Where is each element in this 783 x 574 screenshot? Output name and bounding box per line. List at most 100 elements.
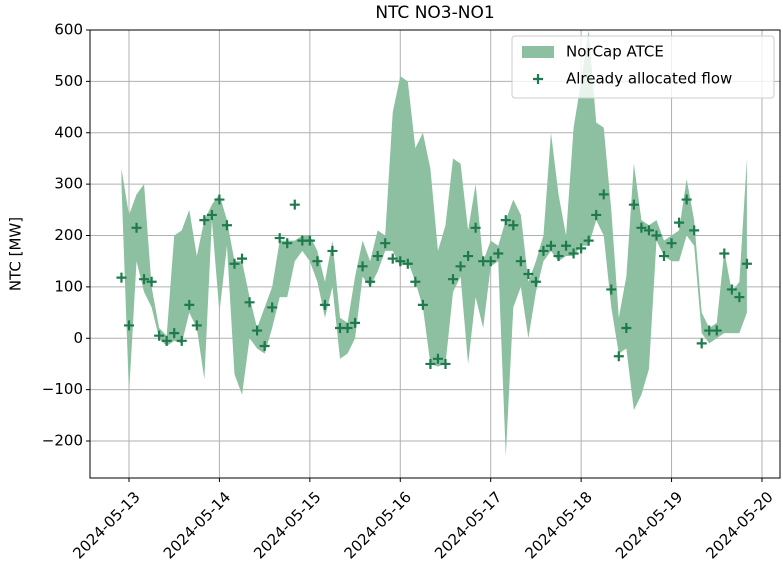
scatter-point [741,258,752,269]
scatter-point [508,220,519,231]
scatter-point [628,199,639,210]
y-tick-label: 500 [54,72,83,90]
scatter-point [621,322,632,333]
scatter-point [613,351,624,362]
scatter-point [274,233,285,244]
scatter-point [342,322,353,333]
scatter-point [350,317,361,328]
legend-marker [533,74,543,84]
scatter-point [515,256,526,267]
scatter-point [176,335,187,346]
scatter-point [410,276,421,287]
scatter-point [131,222,142,233]
scatter-point [711,325,722,336]
scatter-point [485,256,496,267]
scatter-point [432,353,443,364]
x-tick-label: 2024-05-19 [612,488,686,562]
x-tick-label: 2024-05-20 [702,488,776,562]
scatter-point [191,320,202,331]
legend-label: Already allocated flow [566,70,732,88]
scatter-point [312,256,323,267]
y-axis-label: NTC [MW] [7,217,25,291]
x-tick-label: 2024-05-13 [69,488,143,562]
scatter-point [674,217,685,228]
x-tick-label: 2024-05-18 [521,488,595,562]
scatter-point [365,276,376,287]
scatter-point [636,222,647,233]
scatter-point [425,358,436,369]
scatter-point [463,251,474,262]
scatter-point [538,245,549,256]
scatter-point [523,269,534,280]
scatter-point [304,235,315,246]
scatter-point [719,248,730,259]
plot-area [116,30,752,457]
scatter-point [651,230,662,241]
scatter-point [380,238,391,249]
x-tick-label: 2024-05-15 [250,488,324,562]
scatter-point [161,335,172,346]
scatter-point [123,320,134,331]
y-tick-label: −200 [42,432,83,450]
scatter-point [598,189,609,200]
scatter-point [252,325,263,336]
scatter-point [139,274,150,285]
scatter-point [319,299,330,310]
scatter-point [402,258,413,269]
y-tick-label: 600 [54,21,83,39]
scatter-point [561,240,572,251]
scatter-point [206,209,217,220]
legend-label: NorCap ATCE [566,43,664,61]
scatter-point [583,235,594,246]
scatter-point [448,274,459,285]
x-tick-label: 2024-05-16 [341,488,415,562]
scatter-point [591,209,602,220]
y-tick-label: 400 [54,123,83,141]
scatter-point [606,284,617,295]
scatter-point [568,248,579,259]
scatter-point [726,284,737,295]
scatter-point [643,225,654,236]
scatter-point [500,215,511,226]
chart-title: NTC NO3-NO1 [375,3,494,23]
y-tick-label: 200 [54,226,83,244]
scatter-point [154,330,165,341]
scatter-point [530,276,541,287]
scatter-point [666,238,677,249]
scatter-point [357,261,368,272]
scatter-point [372,251,383,262]
scatter-point [689,225,700,236]
band-area [121,30,747,457]
scatter-point [734,292,745,303]
scatter-point [455,261,466,272]
scatter-point [259,340,270,351]
scatter-point [267,302,278,313]
y-tick-label: −100 [42,380,83,398]
scatter-point [244,297,255,308]
scatter-point [237,253,248,264]
scatter-point [116,272,127,283]
scatter-point [221,220,232,231]
scatter-point [576,243,587,254]
scatter-point [440,358,451,369]
scatter-point [545,240,556,251]
y-tick-label: 0 [73,329,83,347]
x-tick-label: 2024-05-14 [160,488,234,562]
legend-swatch [522,46,554,58]
scatter-point [696,338,707,349]
scatter-point [169,328,180,339]
scatter-point [493,248,504,259]
scatter-point [327,245,338,256]
plot-frame [89,29,781,479]
scatter-point [659,251,670,262]
scatter-point [553,251,564,262]
y-tick-label: 100 [54,277,83,295]
scatter-point [184,299,195,310]
scatter-point [387,253,398,264]
scatter-point [229,258,240,269]
legend: NorCap ATCE Already allocated flow [511,35,775,99]
scatter-point [417,299,428,310]
scatter-point [470,222,481,233]
legend-box [511,35,775,99]
